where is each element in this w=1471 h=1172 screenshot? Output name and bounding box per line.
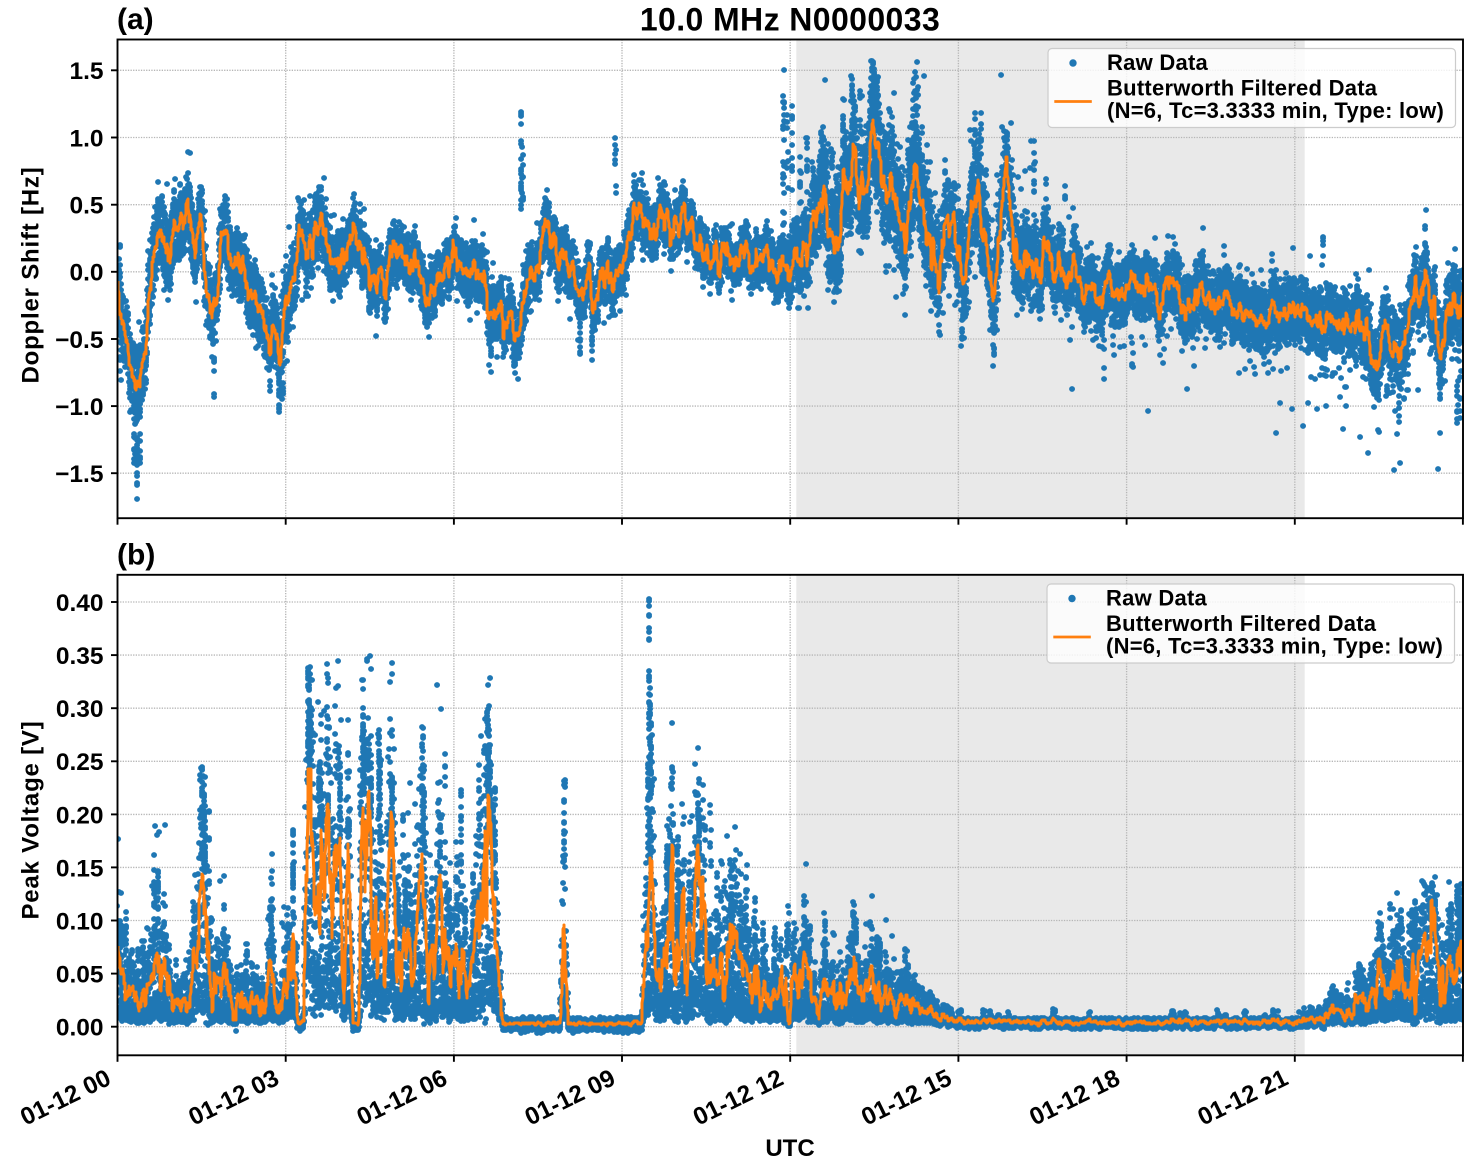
svg-text:Butterworth Filtered Data: Butterworth Filtered Data — [1107, 75, 1378, 100]
svg-text:UTC: UTC — [765, 1135, 814, 1162]
svg-text:(N=6, Tc=3.3333 min, Type: low: (N=6, Tc=3.3333 min, Type: low) — [1106, 633, 1443, 658]
svg-text:1.0: 1.0 — [69, 125, 103, 152]
svg-text:−1.5: −1.5 — [55, 461, 103, 488]
svg-text:(b): (b) — [117, 538, 155, 571]
svg-text:−1.0: −1.0 — [55, 394, 103, 421]
svg-text:0.20: 0.20 — [56, 802, 104, 829]
svg-text:(N=6, Tc=3.3333 min, Type: low: (N=6, Tc=3.3333 min, Type: low) — [1107, 98, 1444, 123]
svg-text:0.05: 0.05 — [56, 962, 104, 989]
svg-text:0.10: 0.10 — [56, 908, 104, 935]
svg-text:0.25: 0.25 — [56, 749, 104, 776]
svg-text:Doppler Shift [Hz]: Doppler Shift [Hz] — [18, 166, 45, 383]
svg-text:0.40: 0.40 — [56, 590, 104, 617]
svg-text:Peak Voltage [V]: Peak Voltage [V] — [18, 720, 45, 919]
svg-text:Raw Data: Raw Data — [1107, 50, 1209, 75]
svg-text:−0.5: −0.5 — [55, 327, 103, 354]
svg-text:0.00: 0.00 — [56, 1015, 104, 1042]
svg-text:Butterworth Filtered Data: Butterworth Filtered Data — [1106, 611, 1377, 636]
svg-text:0.15: 0.15 — [56, 855, 104, 882]
svg-text:0.0: 0.0 — [69, 260, 103, 287]
svg-text:0.30: 0.30 — [56, 696, 104, 723]
svg-text:0.35: 0.35 — [56, 643, 104, 670]
svg-text:10.0 MHz N0000033: 10.0 MHz N0000033 — [640, 2, 940, 38]
svg-text:(a): (a) — [117, 3, 154, 36]
svg-text:Raw Data: Raw Data — [1106, 585, 1208, 610]
svg-text:1.5: 1.5 — [69, 58, 103, 85]
svg-text:0.5: 0.5 — [69, 193, 103, 220]
